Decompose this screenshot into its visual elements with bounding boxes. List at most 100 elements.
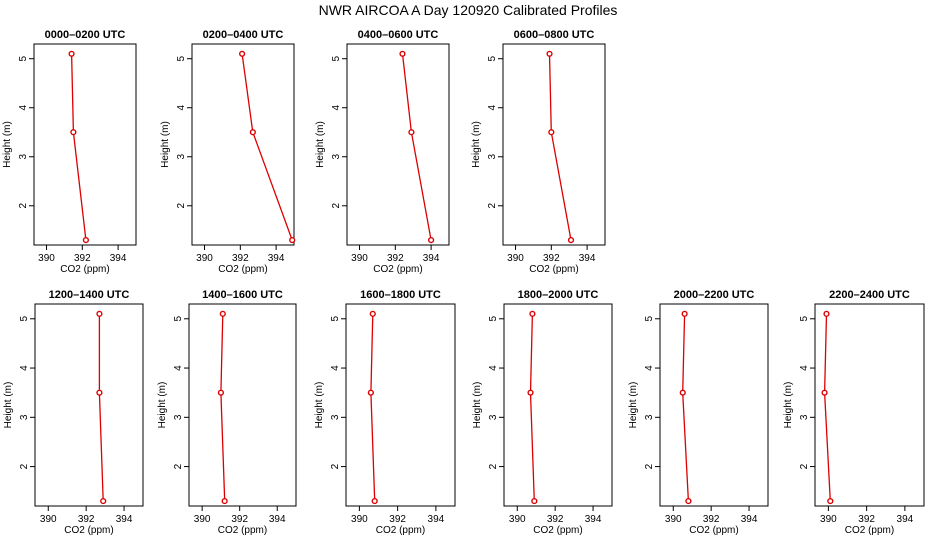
chart-6-frame bbox=[188, 303, 297, 507]
chart-2-y-tick-label: 4 bbox=[176, 105, 187, 111]
chart-6-y-tick-label: 4 bbox=[173, 365, 184, 371]
chart-4-y-tick-label: 3 bbox=[487, 154, 498, 160]
chart-1-y-tick-label: 4 bbox=[18, 105, 29, 111]
chart-9-x-tick-label: 390 bbox=[665, 514, 682, 525]
figure-title: NWR AIRCOA A Day 120920 Calibrated Profi… bbox=[318, 2, 618, 18]
chart-3-y-tick-label: 3 bbox=[331, 154, 342, 160]
chart-1-series-line bbox=[70, 53, 87, 241]
chart-9-title: 2000–2200 UTC bbox=[674, 289, 755, 301]
chart-5-x-tick-label: 394 bbox=[116, 514, 133, 525]
chart-4-x-tick-label: 390 bbox=[507, 253, 524, 264]
chart-6-y-axis-label: Height (m) bbox=[157, 382, 168, 429]
chart-9-frame bbox=[659, 303, 769, 507]
chart-1-x-tick-label: 390 bbox=[38, 253, 55, 264]
chart-5-title: 1200–1400 UTC bbox=[49, 289, 130, 301]
chart-8-x-tick-label: 394 bbox=[585, 514, 602, 525]
chart-10-data-point bbox=[827, 497, 834, 505]
chart-8-data-point bbox=[531, 497, 538, 505]
chart-4-data-point bbox=[548, 129, 555, 136]
chart-9-series-line bbox=[682, 313, 690, 502]
chart-7-y-tick-label: 5 bbox=[330, 316, 341, 322]
chart-2-y-axis-label: Height (m) bbox=[160, 121, 171, 168]
chart-8-x-axis-label: CO2 (ppm) bbox=[533, 525, 582, 536]
chart-8-x-tick-label: 390 bbox=[509, 514, 526, 525]
chart-2-x-axis-label: CO2 (ppm) bbox=[218, 264, 267, 275]
chart-1-data-point bbox=[70, 129, 77, 136]
chart-9-y-tick-label: 4 bbox=[644, 365, 655, 371]
chart-3-x-axis-label: CO2 (ppm) bbox=[373, 264, 422, 275]
chart-10-series-line bbox=[823, 313, 831, 502]
chart-9-data-point bbox=[685, 497, 692, 505]
chart-10-title: 2200–2400 UTC bbox=[829, 289, 910, 301]
chart-9-x-tick-label: 392 bbox=[703, 514, 720, 525]
chart-9-y-axis-label: Height (m) bbox=[628, 382, 639, 429]
chart-7-y-axis-label: Height (m) bbox=[314, 382, 325, 429]
chart-2-x-tick-label: 392 bbox=[232, 253, 249, 264]
chart-10-x-axis-label: CO2 (ppm) bbox=[845, 525, 894, 536]
chart-8-y-axis-label: Height (m) bbox=[472, 382, 483, 429]
chart-10-y-tick-label: 4 bbox=[799, 365, 810, 371]
chart-7-x-tick-label: 392 bbox=[389, 514, 406, 525]
chart-4-x-tick-label: 392 bbox=[543, 253, 560, 264]
chart-2-title: 0200–0400 UTC bbox=[203, 29, 284, 41]
chart-7-y-tick-label: 2 bbox=[330, 463, 341, 469]
chart-4-data-point bbox=[546, 50, 553, 57]
chart-5-x-tick-label: 392 bbox=[78, 514, 95, 525]
chart-2-data-point bbox=[249, 129, 256, 136]
chart-8-frame bbox=[503, 303, 613, 507]
chart-6-data-point bbox=[221, 497, 228, 505]
chart-5-y-tick-label: 2 bbox=[19, 463, 30, 469]
chart-3-series-line bbox=[401, 53, 432, 241]
chart-9-data-point bbox=[679, 389, 686, 396]
chart-1-x-axis-label: CO2 (ppm) bbox=[60, 264, 109, 275]
chart-8-y-tick-label: 4 bbox=[488, 365, 499, 371]
chart-8-x-tick-label: 392 bbox=[547, 514, 564, 525]
chart-2-data-point bbox=[239, 50, 246, 57]
chart-7-series-line bbox=[370, 313, 376, 502]
chart-10-y-axis-label: Height (m) bbox=[783, 382, 794, 429]
chart-4-y-tick-label: 2 bbox=[487, 203, 498, 209]
chart-1-data-point bbox=[68, 50, 75, 57]
chart-5-y-tick-label: 4 bbox=[19, 365, 30, 371]
chart-5-x-axis-label: CO2 (ppm) bbox=[64, 525, 113, 536]
chart-7-x-tick-label: 394 bbox=[428, 514, 445, 525]
chart-7-x-axis-label: CO2 (ppm) bbox=[376, 525, 425, 536]
chart-8-y-tick-label: 5 bbox=[488, 316, 499, 322]
chart-5-data-point bbox=[96, 389, 103, 396]
chart-9-y-tick-label: 5 bbox=[644, 316, 655, 322]
chart-8-series-line bbox=[529, 313, 535, 502]
chart-6-y-tick-label: 3 bbox=[173, 414, 184, 420]
chart-1-title: 0000–0200 UTC bbox=[45, 29, 126, 41]
chart-6-x-tick-label: 390 bbox=[194, 514, 211, 525]
chart-2-x-tick-label: 390 bbox=[196, 253, 213, 264]
chart-1-y-tick-label: 3 bbox=[18, 154, 29, 160]
chart-2-y-tick-label: 3 bbox=[176, 154, 187, 160]
chart-3-data-point bbox=[408, 129, 415, 136]
chart-10-frame bbox=[814, 303, 925, 507]
chart-9-x-tick-label: 394 bbox=[741, 514, 758, 525]
chart-4-x-tick-label: 394 bbox=[579, 253, 596, 264]
chart-8-title: 1800–2000 UTC bbox=[518, 289, 599, 301]
chart-3-data-point bbox=[399, 50, 406, 57]
chart-7-y-tick-label: 3 bbox=[330, 414, 341, 420]
chart-5-frame bbox=[34, 303, 144, 507]
chart-1-frame bbox=[33, 43, 137, 246]
chart-2-y-tick-label: 5 bbox=[176, 55, 187, 61]
chart-7-frame bbox=[345, 303, 456, 507]
chart-7-data-point bbox=[367, 389, 374, 396]
chart-1-y-axis-label: Height (m) bbox=[2, 121, 13, 168]
chart-2-y-tick-label: 2 bbox=[176, 203, 187, 209]
chart-10-y-tick-label: 2 bbox=[799, 463, 810, 469]
chart-10-y-tick-label: 5 bbox=[799, 316, 810, 322]
chart-6-series-line bbox=[220, 313, 226, 502]
chart-4-y-tick-label: 4 bbox=[487, 105, 498, 111]
chart-3-y-tick-label: 2 bbox=[331, 203, 342, 209]
chart-9-y-tick-label: 2 bbox=[644, 463, 655, 469]
chart-9-y-tick-label: 3 bbox=[644, 414, 655, 420]
chart-10-data-point bbox=[823, 310, 830, 317]
chart-3-data-point bbox=[428, 236, 435, 244]
chart-4-title: 0600–0800 UTC bbox=[514, 29, 595, 41]
chart-4-x-axis-label: CO2 (ppm) bbox=[529, 264, 578, 275]
chart-9-data-point bbox=[681, 310, 688, 317]
